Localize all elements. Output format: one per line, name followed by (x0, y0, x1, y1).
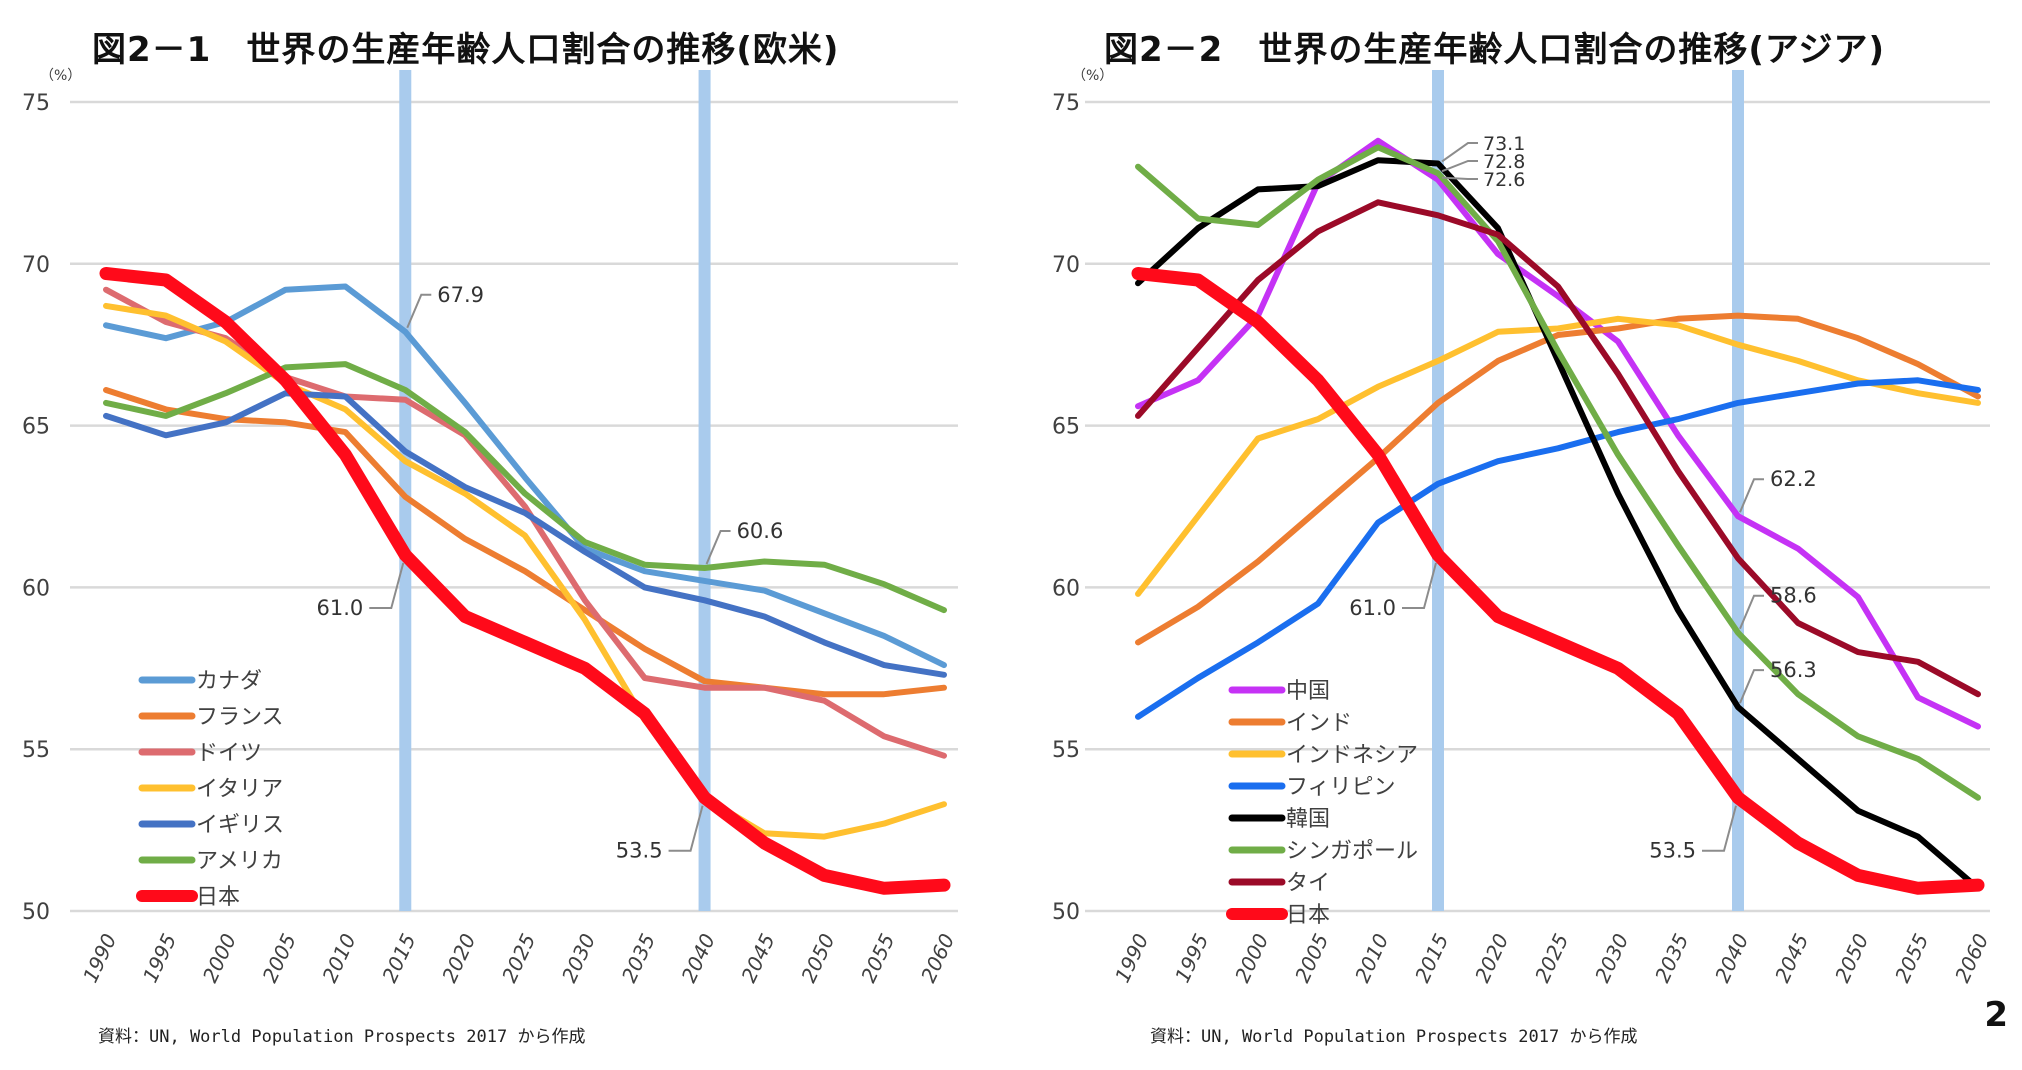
annotation-leader (1739, 669, 1764, 704)
annotation-leader (1702, 805, 1737, 852)
y-tick-label: 75 (22, 91, 50, 116)
x-tick-label: 2000 (198, 930, 241, 986)
legend-label: 日本 (196, 885, 240, 910)
y-tick-label: 50 (1052, 900, 1080, 925)
y-tick-label: 55 (22, 738, 50, 763)
data-label: 72.6 (1483, 169, 1525, 191)
y-tick-label: 60 (22, 576, 50, 601)
x-tick-label: 2035 (1650, 930, 1693, 986)
x-tick-label: 2005 (1290, 930, 1333, 986)
legend-label: 日本 (1286, 903, 1330, 928)
x-tick-label: 2025 (1530, 930, 1573, 986)
legend-label: イタリア (196, 777, 283, 802)
annotation-leader (1739, 594, 1764, 630)
west-chart: 50 55 60 65 70 75 （%） 1990 1995 2000 2005 2010 2015 2… (22, 68, 959, 986)
y-axis-unit: （%） (1072, 68, 1113, 84)
series-line-3 (1135, 377, 1981, 720)
x-tick-label: 1990 (1110, 930, 1153, 986)
data-label: 61.0 (317, 596, 364, 620)
legend-label: イギリス (196, 813, 284, 838)
x-tick-label: 2005 (258, 930, 301, 986)
y-tick-label: 65 (1052, 415, 1080, 440)
y-tick-label: 65 (22, 415, 50, 440)
annotation-leader (1739, 478, 1764, 513)
legend-label: カナダ (196, 669, 262, 694)
asia-source-note: 資料：UN, World Population Prospects 2017 か… (1150, 1027, 1638, 1047)
legend-label: シンガポール (1286, 839, 1418, 864)
y-tick-label: 70 (22, 253, 50, 278)
data-label: 61.0 (1349, 596, 1396, 620)
annotation-leader (369, 562, 405, 610)
x-tick-label: 2025 (497, 930, 540, 986)
x-tick-label: 2030 (557, 930, 600, 986)
data-label: 67.9 (437, 283, 484, 307)
y-tick-label: 75 (1052, 91, 1080, 116)
page-number: 2 (1984, 995, 2008, 1035)
x-tick-label: 2035 (617, 930, 660, 986)
legend-label: 韓国 (1286, 807, 1330, 832)
x-tick-label: 2015 (377, 930, 420, 986)
x-tick-label: 2050 (1830, 930, 1873, 986)
x-tick-label: 2020 (1470, 930, 1513, 986)
y-axis-unit: （%） (40, 68, 81, 84)
y-tick-label: 50 (22, 900, 50, 925)
x-tick-label: 1995 (138, 930, 181, 986)
highlight-band-2015 (1432, 70, 1444, 911)
annotation-leader (1402, 562, 1437, 610)
x-tick-label: 2000 (1230, 930, 1273, 986)
x-tick-label: 2010 (317, 930, 360, 986)
legend-label: アメリカ (196, 849, 283, 874)
highlight-band-2040 (698, 70, 711, 911)
data-label: 62.2 (1770, 467, 1817, 491)
data-label: 58.6 (1770, 584, 1817, 608)
annotation-leader (705, 529, 731, 565)
annotation-leader (1441, 176, 1478, 180)
data-label: 73.1 (1483, 133, 1525, 155)
legend-label: インドネシア (1286, 743, 1418, 768)
asia-chart-title: 図2－2 世界の生産年齢人口割合の推移(アジア) (1104, 30, 1886, 70)
legend-label: タイ (1286, 871, 1330, 896)
data-label: 53.5 (616, 839, 663, 863)
legend-label: インド (1286, 711, 1352, 736)
highlight-band-2015 (399, 70, 412, 911)
annotation-leader (1441, 142, 1478, 163)
x-tick-label: 2060 (916, 930, 959, 986)
west-chart-title: 図2－1 世界の生産年齢人口割合の推移(欧米) (92, 30, 840, 70)
series-line-5 (1135, 144, 1981, 801)
x-tick-label: 2020 (437, 930, 480, 986)
annotation-leader (1441, 160, 1478, 173)
data-label: 56.3 (1770, 658, 1817, 682)
x-tick-label: 2050 (796, 930, 839, 986)
asia-chart: 50 55 60 65 70 75 （%） 1990 1995 2000 2005 2010 2015 2… (1052, 68, 1993, 986)
annotation-leader (406, 293, 432, 329)
legend-label: フランス (196, 705, 284, 730)
west-source-note: 資料：UN, World Population Prospects 2017 か… (98, 1027, 586, 1047)
x-tick-label: 2055 (856, 930, 899, 986)
x-tick-label: 2010 (1350, 930, 1393, 986)
x-tick-label: 1995 (1170, 930, 1213, 986)
x-tick-label: 2040 (1710, 930, 1753, 986)
x-tick-label: 2055 (1890, 930, 1933, 986)
legend-label: ドイツ (196, 741, 262, 766)
x-tick-label: 2045 (736, 930, 779, 986)
annotation-leader (668, 805, 704, 852)
y-tick-label: 55 (1052, 738, 1080, 763)
y-tick-label: 60 (1052, 576, 1080, 601)
legend-label: フィリピン (1286, 775, 1396, 800)
x-tick-label: 1990 (78, 930, 121, 986)
data-label: 72.8 (1483, 151, 1525, 173)
series-line-4 (1135, 157, 1981, 892)
x-tick-label: 2015 (1410, 930, 1453, 986)
data-label: 53.5 (1649, 839, 1696, 863)
x-tick-label: 2030 (1590, 930, 1633, 986)
x-tick-label: 2045 (1770, 930, 1813, 986)
y-tick-label: 70 (1052, 253, 1080, 278)
x-tick-label: 2040 (677, 930, 720, 986)
data-label: 60.6 (737, 519, 784, 543)
x-tick-label: 2060 (1950, 930, 1993, 986)
legend-label: 中国 (1286, 679, 1330, 704)
